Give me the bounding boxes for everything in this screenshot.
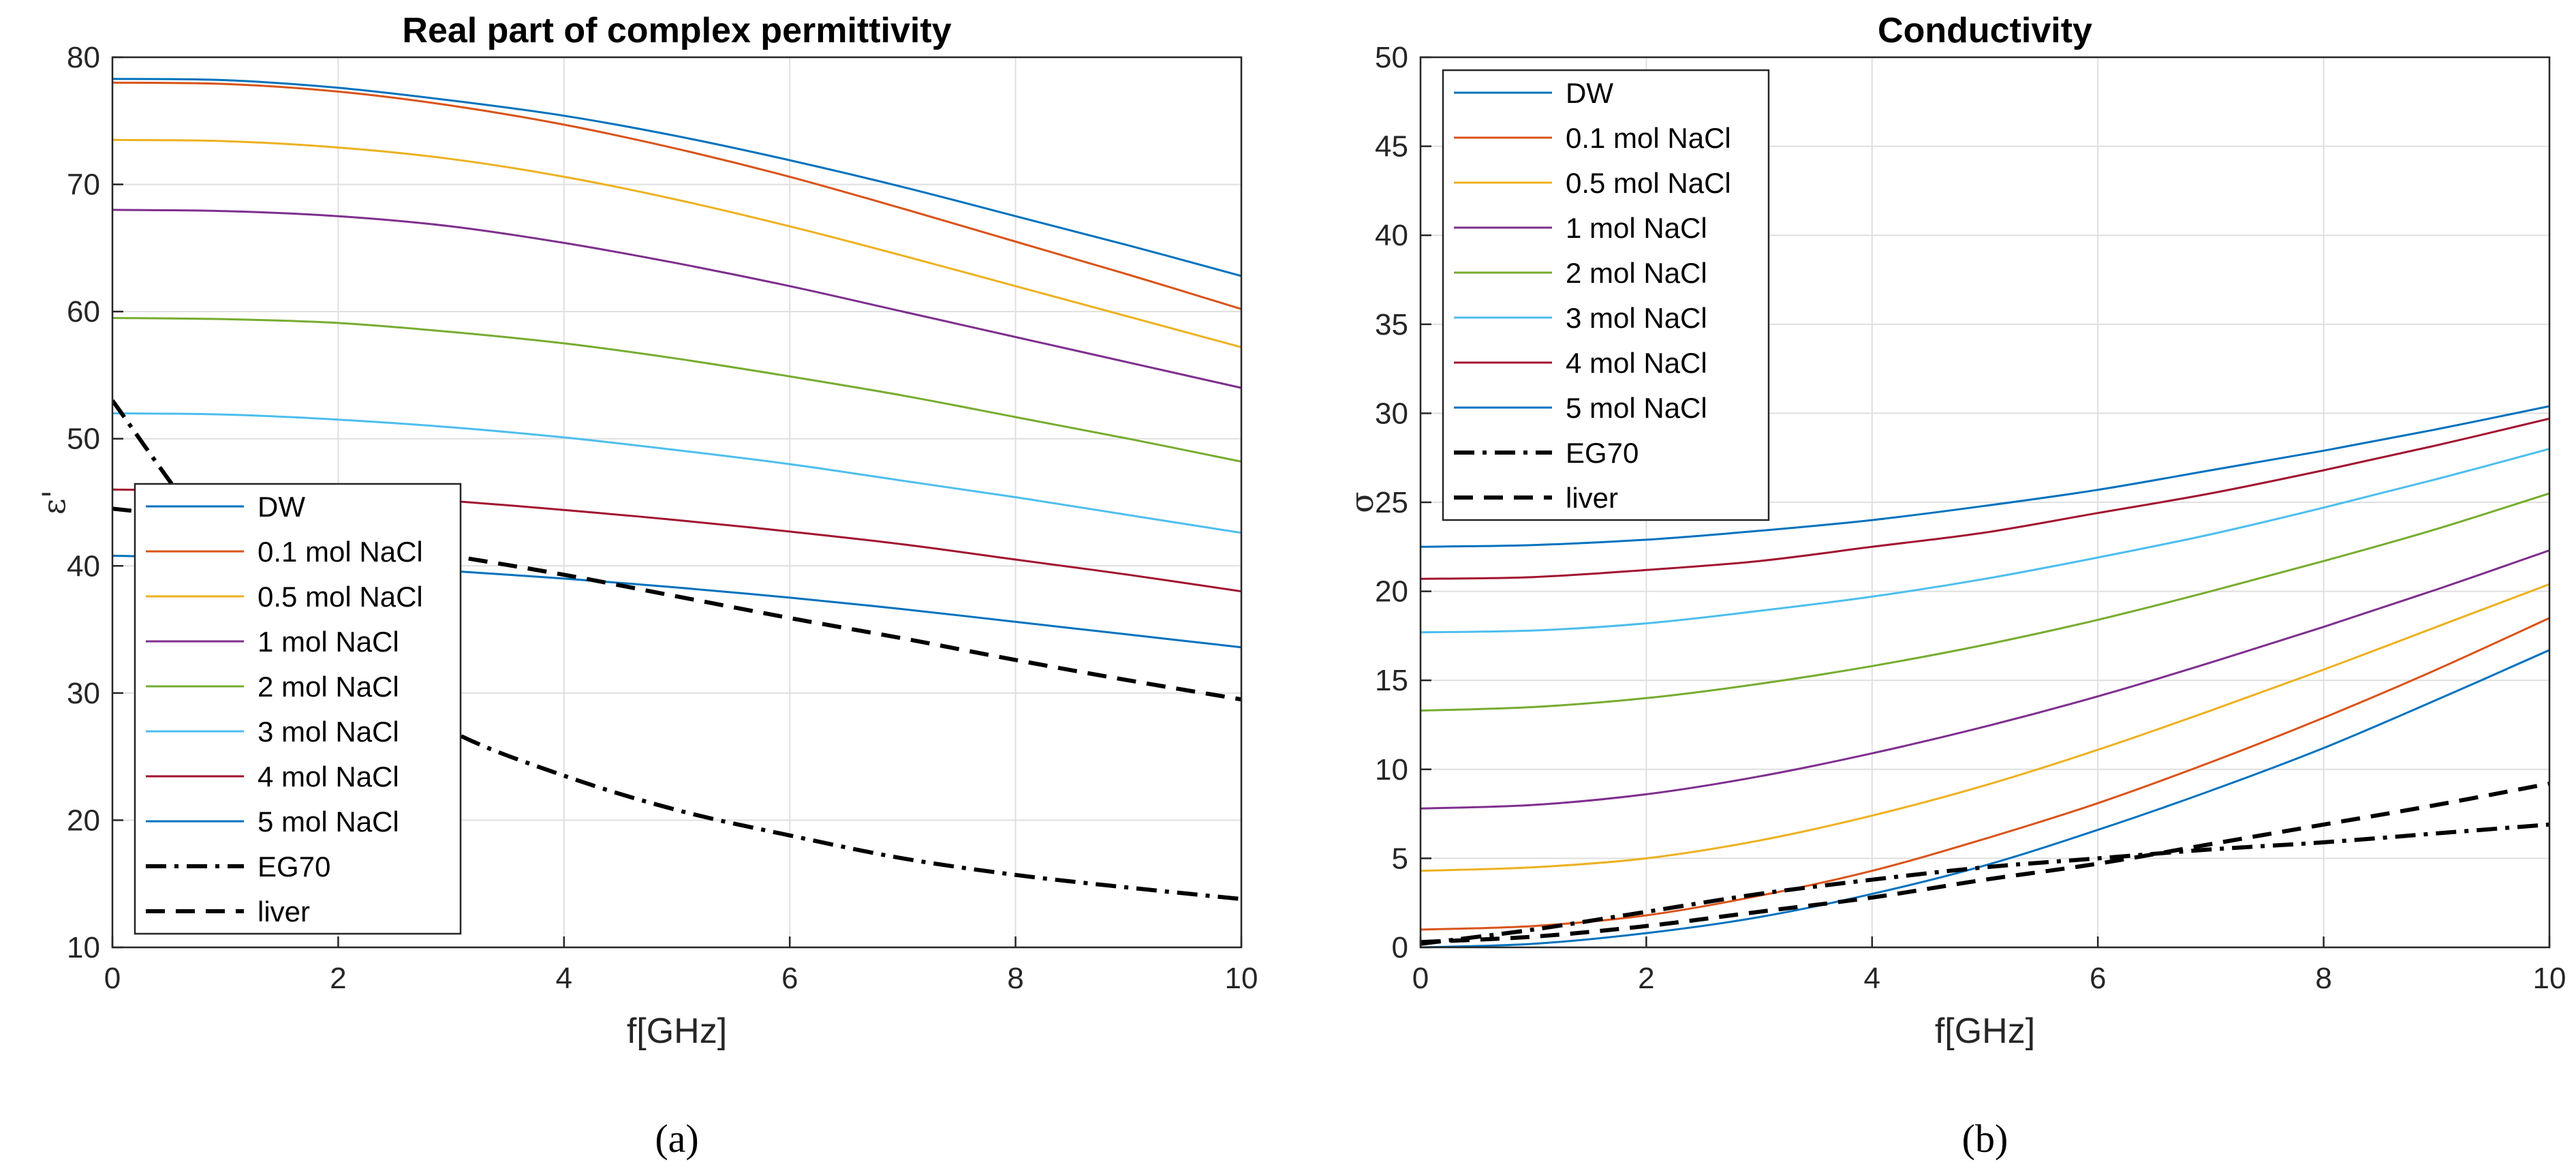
- legend-label: 0.1 mol NaCl: [1566, 122, 1731, 154]
- series-line-eg70: [1421, 822, 2549, 946]
- x-tick-label: 10: [2533, 962, 2566, 995]
- legend-label: 3 mol NaCl: [1566, 302, 1707, 334]
- x-axis-label-a: f[GHz]: [627, 1011, 727, 1051]
- legend-label: 2 mol NaCl: [1566, 257, 1707, 289]
- chart-title-a: Real part of complex permittivity: [402, 11, 951, 50]
- series-line-2-mol-nacl: [1421, 492, 2549, 712]
- legend-label: 4 mol NaCl: [258, 761, 399, 793]
- series-line-2-mol-nacl: [112, 317, 1241, 463]
- y-tick-label: 50: [1375, 41, 1408, 74]
- y-tick-label: 30: [1375, 397, 1408, 430]
- y-tick-label: 0: [1392, 931, 1408, 964]
- chart-panel-b: 0 2 4 6 8 10 0 5 10 15 20 25 30 35 40 45 50 Conductivity…: [1344, 11, 2566, 1161]
- legend-label: 1 mol NaCl: [258, 626, 399, 658]
- legend-label: 0.5 mol NaCl: [258, 581, 423, 613]
- y-tick-label: 60: [67, 295, 100, 329]
- chart-panel-a: 0 2 4 6 8 10 10 20 30 40 50 60 70 80 Real part of com…: [35, 11, 1258, 1161]
- y-tick-label: 50: [67, 423, 100, 456]
- y-tick-label: 35: [1375, 308, 1408, 341]
- series-line-1-mol-nacl: [1421, 549, 2549, 810]
- series-line-3-mol-nacl: [112, 412, 1241, 534]
- y-tick-label: 25: [1375, 486, 1408, 519]
- legend-box: [134, 483, 462, 935]
- y-tick-label: 45: [1375, 130, 1408, 164]
- x-tick-label: 6: [781, 962, 798, 995]
- legend-label: liver: [258, 896, 310, 928]
- legend-label: 0.1 mol NaCl: [258, 536, 423, 568]
- y-tick-label: 20: [1375, 575, 1408, 609]
- series-line-3-mol-nacl: [1421, 448, 2549, 634]
- x-tick-label: 0: [104, 962, 121, 995]
- series-line-1-mol-nacl: [112, 209, 1241, 389]
- x-tick-label: 4: [556, 962, 572, 995]
- y-tick-label: 30: [67, 677, 100, 710]
- legend-label: 3 mol NaCl: [258, 716, 399, 748]
- series-line-0-1-mol-nacl: [1421, 617, 2549, 931]
- legend-label: liver: [1566, 482, 1618, 514]
- series-line-5-mol-nacl: [1421, 405, 2549, 548]
- y-tick-label: 40: [67, 549, 100, 583]
- legend-box: [1442, 69, 1770, 521]
- y-tick-label: 5: [1392, 842, 1408, 875]
- x-tick-label: 0: [1412, 962, 1429, 995]
- x-tick-label: 4: [1864, 962, 1880, 995]
- series-line-dw: [1421, 649, 2549, 947]
- x-tick-label: 10: [1225, 962, 1258, 995]
- x-tick-label: 6: [2090, 962, 2106, 995]
- legend-label: 2 mol NaCl: [258, 671, 399, 703]
- x-tick-label: 2: [1638, 962, 1654, 995]
- legend-label: 5 mol NaCl: [1566, 392, 1707, 424]
- legend-label: EG70: [1566, 437, 1639, 469]
- y-axis-label-b: σ: [1344, 491, 1380, 513]
- x-tick-label: 2: [330, 962, 346, 995]
- series-b: [1421, 405, 2549, 947]
- series-line-dw: [112, 78, 1241, 277]
- legend-label: 4 mol NaCl: [1566, 347, 1707, 379]
- y-axis-label-a: ε': [35, 490, 72, 515]
- y-tick-label: 10: [1375, 753, 1408, 787]
- y-tick-label: 10: [67, 931, 100, 964]
- legend-a: DW 0.1 mol NaCl 0.5 mol NaCl 1 mol NaCl 2 mo…: [134, 483, 462, 935]
- y-tick-label: 20: [67, 804, 100, 837]
- y-tick-label: 40: [1375, 219, 1408, 252]
- ticks-b: 0 2 4 6 8 10 0 5 10 15 20 25 30 35 40 45 50: [1375, 41, 2566, 995]
- series-line-0-5-mol-nacl: [1421, 583, 2549, 872]
- series-line-0-5-mol-nacl: [112, 138, 1241, 348]
- legend-label: DW: [258, 491, 305, 523]
- x-axis-label-b: f[GHz]: [1935, 1011, 2035, 1051]
- x-tick-label: 8: [2315, 962, 2331, 995]
- legend-label: DW: [1566, 77, 1613, 109]
- axes-box-a: [111, 56, 1243, 949]
- legend-label: 1 mol NaCl: [1566, 212, 1707, 244]
- legend-b: DW 0.1 mol NaCl 0.5 mol NaCl 1 mol NaCl 2 mo…: [1442, 69, 1770, 521]
- series-line-liver: [1421, 781, 2549, 945]
- legend-label: 0.5 mol NaCl: [1566, 167, 1731, 199]
- y-tick-label: 15: [1375, 664, 1408, 697]
- series-line-4-mol-nacl: [1421, 417, 2549, 580]
- legend-label: 5 mol NaCl: [258, 806, 399, 838]
- chart-title-b: Conductivity: [1878, 11, 2092, 50]
- caption-a: (a): [655, 1116, 698, 1161]
- legend-label: EG70: [258, 851, 330, 883]
- y-tick-label: 80: [67, 41, 100, 74]
- ticks-a: 0 2 4 6 8 10 10 20 30 40 50 60 70 80: [67, 41, 1258, 995]
- series-line-0-1-mol-nacl: [112, 81, 1241, 310]
- x-tick-label: 8: [1007, 962, 1023, 995]
- caption-b: (b): [1962, 1116, 2008, 1161]
- y-tick-label: 70: [67, 168, 100, 202]
